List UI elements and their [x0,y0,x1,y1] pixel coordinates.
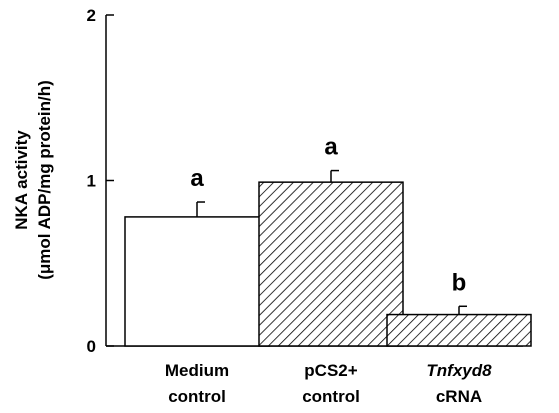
significance-label: a [324,134,338,161]
bar [258,181,404,347]
y-axis-title-line1: NKA activity [12,130,31,230]
significance-label: b [452,269,467,296]
category-label-line2: control [302,387,360,406]
category-label-line2: control [168,387,226,406]
category-label-line1: pCS2+ [304,361,357,380]
significance-label: a [190,165,204,192]
bar [386,313,532,347]
y-tick-label: 0 [87,337,96,356]
bar [124,216,270,347]
category-label-line1: Medium [165,361,229,380]
category-label-line1: Tnfxyd8 [426,361,492,380]
y-tick-label: 2 [87,6,96,25]
y-tick-label: 1 [87,172,96,191]
y-axis-title-line2: (μmol ADP/mg protein/h) [35,80,54,280]
category-label-line2: cRNA [436,387,482,406]
